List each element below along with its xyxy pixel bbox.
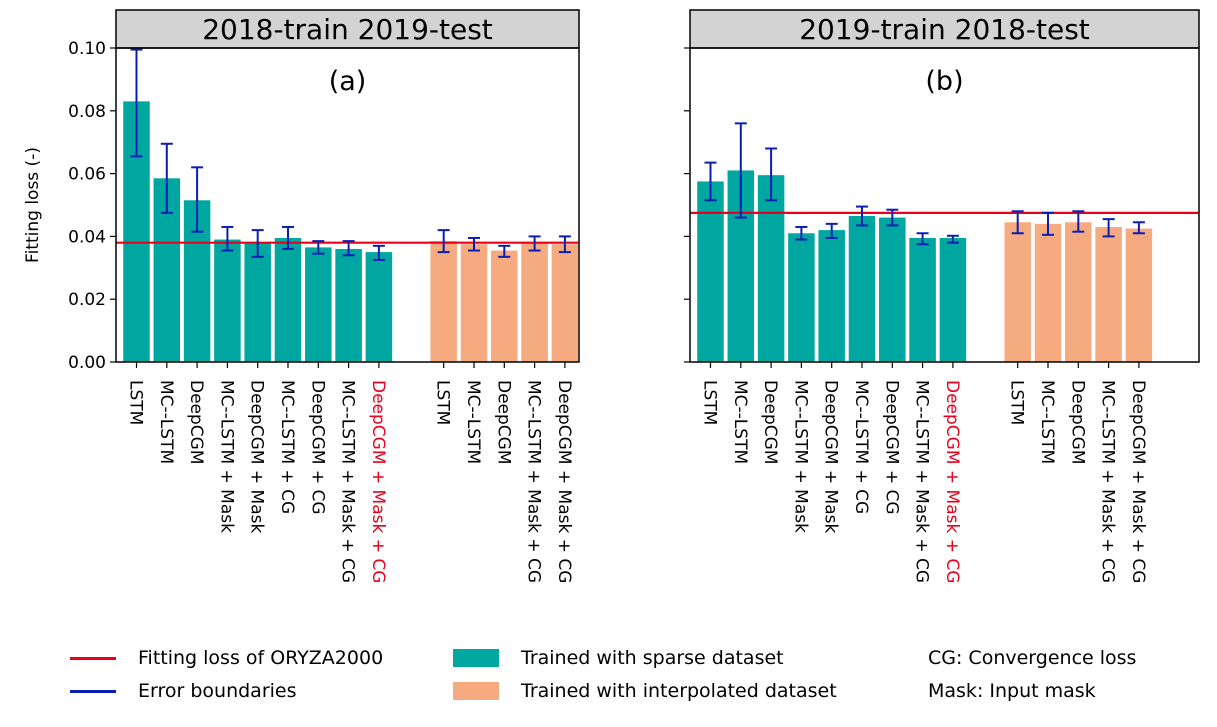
bar-sparse: [909, 237, 936, 362]
bar-interpolated: [491, 250, 518, 362]
x-tick-label: DeepCGM + CG: [881, 380, 901, 515]
x-tick-label: MC--LSTM: [156, 380, 176, 464]
x-tick-label: DeepCGM + Mask + CG: [942, 380, 962, 583]
bar-sparse: [818, 230, 845, 362]
bar-sparse: [697, 181, 724, 362]
chart-panel-a: 2018-train 2019-test 0.00 0.02 0.04 0.06 0.08…: [23, 9, 580, 583]
panel-label: (b): [925, 66, 963, 97]
x-tick-label: LSTM: [433, 380, 453, 425]
bar-interpolated: [1034, 223, 1062, 362]
y-tick-label: 0.02: [68, 290, 106, 310]
x-tick-label: MC--LSTM + Mask + CG: [524, 380, 544, 583]
x-tick-label: DeepCGM: [1067, 380, 1087, 465]
bar-sparse: [848, 215, 876, 362]
bar-interpolated: [1095, 226, 1122, 362]
plot-frame: [689, 47, 1200, 363]
note-cg: CG: Convergence loss: [928, 647, 1136, 669]
note-mask-text: Mask: Input mask: [928, 680, 1096, 702]
legend-item-sparse: Trained with sparse dataset: [453, 647, 784, 669]
y-tick-label: 0.06: [68, 165, 106, 185]
note-mask: Mask: Input mask: [928, 680, 1096, 702]
plot-frame: [115, 47, 580, 363]
x-tick-label: MC--LSTM + CG: [851, 380, 871, 514]
x-tick-label: DeepCGM + Mask + CG: [368, 380, 388, 583]
x-tick-label: DeepCGM: [760, 380, 780, 465]
panel-label: (a): [329, 66, 367, 97]
x-tick-label: DeepCGM + Mask + CG: [554, 380, 574, 583]
x-tick-label: MC--LSTM + Mask: [790, 380, 810, 533]
legend-label-error-boundaries: Error boundaries: [138, 680, 297, 702]
bar-sparse: [757, 175, 785, 362]
bar-sparse: [274, 237, 302, 362]
bar-sparse: [244, 242, 271, 362]
x-tick-label: LSTM: [1007, 380, 1027, 425]
y-tick-label: 0.00: [68, 353, 106, 373]
bar-sparse: [365, 252, 393, 362]
panel-header: 2019-train 2018-test: [799, 13, 1090, 46]
y-tick-label: 0.08: [68, 102, 106, 122]
x-tick-label: MC--LSTM + Mask: [216, 380, 236, 533]
note-cg-text: CG: Convergence loss: [928, 647, 1137, 669]
panel-header-strip: [689, 9, 1200, 49]
legend-item-error-boundaries: Error boundaries: [70, 680, 297, 702]
bar-interpolated: [430, 241, 457, 362]
bar-sparse: [879, 217, 906, 362]
x-tick-label: MC--LSTM + Mask + CG: [1098, 380, 1118, 583]
legend-item-reference-line: Fitting loss of ORYZA2000: [70, 647, 383, 669]
chart-panel-b: 2019-train 2018-test LSTM MC--LSTM DeepCGM M…: [684, 9, 1200, 583]
x-tick-label: DeepCGM + Mask + CG: [1128, 380, 1148, 583]
bar-interpolated: [460, 244, 488, 362]
bar-interpolated: [521, 242, 548, 362]
legend-swatch-reference-line: [70, 656, 116, 660]
bar-interpolated: [551, 244, 579, 362]
x-tick-label: MC--LSTM + Mask + CG: [338, 380, 358, 583]
x-tick-label: DeepCGM + Mask: [247, 380, 267, 534]
bar-sparse: [214, 239, 241, 362]
x-tick-label: MC--LSTM: [1037, 380, 1057, 464]
x-tick-label: DeepCGM: [186, 380, 206, 465]
bar-interpolated: [1004, 222, 1031, 362]
legend-swatch-error-boundaries: [70, 689, 116, 693]
chart: 2018-train 2019-test 0.00 0.02 0.04 0.06 0.08…: [23, 9, 1200, 583]
bar-interpolated: [1125, 228, 1153, 362]
x-tick-label: MC--LSTM + Mask + CG: [912, 380, 932, 583]
y-axis-label: Fitting loss (-): [23, 147, 43, 263]
bar-sparse: [939, 237, 967, 362]
y-tick-label: 0.04: [68, 227, 106, 247]
bar-sparse: [305, 247, 332, 362]
x-tick-label: DeepCGM: [493, 380, 513, 465]
x-tick-label: MC--LSTM: [730, 380, 750, 464]
panel-header: 2018-train 2019-test: [202, 13, 493, 46]
legend-label-interpolated: Trained with interpolated dataset: [521, 680, 837, 702]
bar-sparse: [788, 233, 815, 362]
legend-label-sparse: Trained with sparse dataset: [521, 647, 784, 669]
legend-item-interpolated: Trained with interpolated dataset: [453, 680, 837, 702]
x-tick-label: DeepCGM + Mask: [821, 380, 841, 534]
x-tick-label: MC--LSTM: [463, 380, 483, 464]
y-tick-label: 0.10: [68, 39, 106, 59]
legend: Fitting loss of ORYZA2000 Error boundari…: [0, 642, 1217, 727]
panel-header-strip: [115, 9, 580, 49]
bar-interpolated: [1065, 222, 1092, 362]
x-tick-label: DeepCGM + CG: [307, 380, 327, 515]
bar-sparse: [335, 248, 362, 362]
legend-label-reference-line: Fitting loss of ORYZA2000: [138, 647, 384, 669]
x-tick-label: MC--LSTM + CG: [277, 380, 297, 514]
x-tick-label: LSTM: [126, 380, 146, 425]
legend-swatch-sparse: [453, 649, 499, 667]
legend-swatch-interpolated: [453, 682, 499, 700]
x-tick-label: LSTM: [700, 380, 720, 425]
